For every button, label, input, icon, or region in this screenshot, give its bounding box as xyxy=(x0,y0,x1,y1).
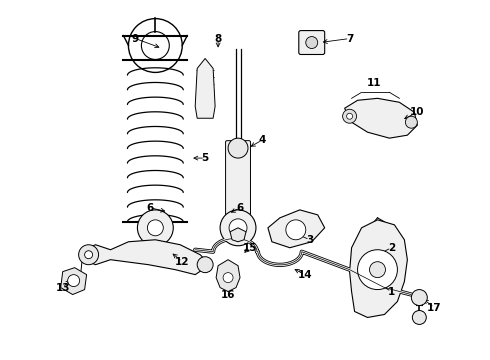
Circle shape xyxy=(405,116,417,128)
Circle shape xyxy=(223,273,233,283)
Circle shape xyxy=(413,310,426,324)
Polygon shape xyxy=(268,210,325,248)
Circle shape xyxy=(228,138,248,158)
Polygon shape xyxy=(61,268,87,294)
Text: 11: 11 xyxy=(367,78,382,88)
Text: 7: 7 xyxy=(346,33,353,44)
Text: 12: 12 xyxy=(175,257,190,267)
Circle shape xyxy=(68,275,80,287)
Circle shape xyxy=(197,257,213,273)
Circle shape xyxy=(358,250,397,289)
Polygon shape xyxy=(195,58,215,118)
Text: 1: 1 xyxy=(388,287,395,297)
Circle shape xyxy=(306,37,318,49)
Circle shape xyxy=(286,220,306,240)
Polygon shape xyxy=(230,228,246,242)
Text: 6: 6 xyxy=(147,203,154,213)
Text: 13: 13 xyxy=(55,283,70,293)
Circle shape xyxy=(85,251,93,259)
Text: 9: 9 xyxy=(132,33,139,44)
Circle shape xyxy=(369,262,386,278)
Text: 3: 3 xyxy=(306,235,314,245)
Text: 2: 2 xyxy=(388,243,395,253)
FancyBboxPatch shape xyxy=(299,31,325,54)
Polygon shape xyxy=(83,240,210,275)
Text: 17: 17 xyxy=(427,302,441,312)
Text: 10: 10 xyxy=(410,107,424,117)
Circle shape xyxy=(346,113,353,119)
Text: 6: 6 xyxy=(236,203,244,213)
Polygon shape xyxy=(349,220,407,318)
FancyBboxPatch shape xyxy=(225,141,250,226)
Text: 15: 15 xyxy=(243,243,257,253)
Text: 13: 13 xyxy=(83,247,98,257)
Circle shape xyxy=(78,245,98,265)
Circle shape xyxy=(343,109,357,123)
Polygon shape xyxy=(344,98,417,138)
Circle shape xyxy=(412,289,427,306)
Text: 4: 4 xyxy=(258,135,266,145)
Circle shape xyxy=(229,219,247,237)
Text: 16: 16 xyxy=(221,289,235,300)
Circle shape xyxy=(220,210,256,246)
Text: 8: 8 xyxy=(215,33,222,44)
Text: 14: 14 xyxy=(297,270,312,280)
Polygon shape xyxy=(216,260,240,292)
Circle shape xyxy=(137,210,173,246)
Text: 5: 5 xyxy=(201,153,209,163)
Circle shape xyxy=(147,220,163,236)
